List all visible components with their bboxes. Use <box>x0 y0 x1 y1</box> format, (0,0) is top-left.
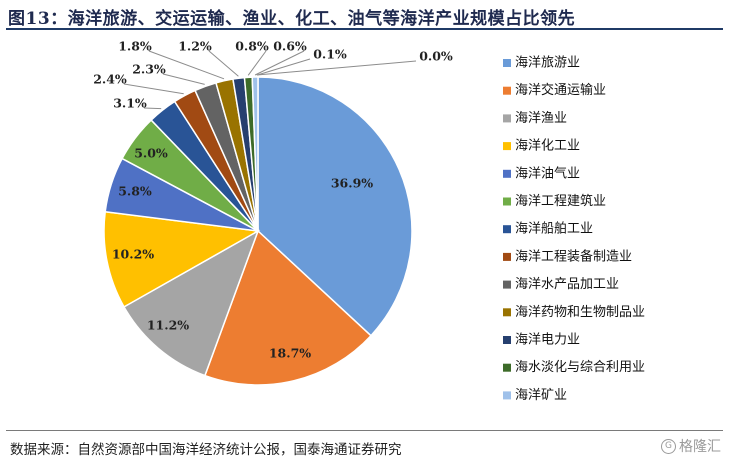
data-label-9: 2.3% <box>132 62 166 77</box>
data-label-11: 1.2% <box>178 39 212 54</box>
source-rule <box>6 430 723 431</box>
data-label-5: 5.8% <box>118 184 152 199</box>
leader-line-12 <box>247 50 267 76</box>
pie-slice-2 <box>203 229 372 386</box>
title-rule <box>6 28 723 30</box>
watermark: G 格隆汇 <box>661 436 721 456</box>
legend-label-3: 海洋渔业 <box>515 111 567 126</box>
leader-line-11 <box>208 50 239 77</box>
data-label-3: 11.2% <box>147 318 189 333</box>
legend-label-6: 海洋工程建筑业 <box>515 193 606 209</box>
legend-label-7: 海洋船舶工业 <box>515 221 593 237</box>
pie-chart: 36.9% 18.7% 11.2% 10.2% 5.8% 5.0% 3.1% 2.4% 2.3%… <box>93 39 645 403</box>
legend: 海洋旅游业海洋交通运输业海洋渔业海洋化工业海洋油气业海洋工程建筑业海洋船舶工业海… <box>503 56 645 403</box>
pie-slice-1 <box>257 76 413 337</box>
watermark-text: 格隆汇 <box>679 439 721 455</box>
legend-swatch-1 <box>503 59 511 67</box>
legend-swatch-4 <box>503 142 511 151</box>
legend-label-4: 海洋化工业 <box>515 139 580 154</box>
data-label-12: 0.8% <box>235 39 269 54</box>
data-labels: 36.9% 18.7% 11.2% 10.2% 5.8% 5.0% 3.1% 2.4% 2.3%… <box>93 39 453 361</box>
legend-swatch-5 <box>503 169 511 178</box>
data-label-13: 0.6% <box>273 39 307 54</box>
legend-label-9: 海洋水产品加工业 <box>515 277 619 292</box>
leader-line-13 <box>254 50 305 76</box>
legend-label-10: 海洋药物和生物制品业 <box>515 305 645 320</box>
pie-slice-3 <box>122 229 260 377</box>
data-label-4: 10.2% <box>112 247 154 262</box>
data-label-1: 36.9% <box>331 176 373 191</box>
chart-title: 图13：海洋旅游、交运运输、渔业、化工、油气等海洋产业规模占比领先 <box>8 9 576 29</box>
leader-line-9 <box>162 73 205 85</box>
legend-swatch-12 <box>503 363 511 372</box>
leader-line-extra-1 <box>257 58 311 76</box>
legend-label-2: 海洋交通运输业 <box>515 82 606 98</box>
legend-swatch-9 <box>503 280 511 289</box>
leader-line-7 <box>143 107 162 110</box>
pie-slice-13 <box>251 76 259 232</box>
data-label-extra-1: 0.1% <box>313 47 347 62</box>
leader-line-extra-2 <box>256 60 417 76</box>
legend-label-8: 海洋工程装备制造业 <box>515 248 632 264</box>
data-label-extra-2: 0.0% <box>419 49 453 64</box>
legend-label-1: 海洋旅游业 <box>515 56 580 71</box>
pie-slices <box>103 76 413 386</box>
data-label-7: 3.1% <box>113 96 147 111</box>
legend-swatch-2 <box>503 86 511 95</box>
data-label-2: 18.7% <box>269 346 311 361</box>
legend-swatch-3 <box>503 114 511 123</box>
leader-lines <box>123 50 417 110</box>
legend-swatch-10 <box>503 308 511 317</box>
leader-line-8 <box>123 83 184 95</box>
legend-swatch-6 <box>503 197 511 206</box>
watermark-logo-icon: G <box>661 438 676 454</box>
legend-label-13: 海洋矿业 <box>515 388 567 403</box>
pie-slice-4 <box>103 210 261 308</box>
legend-label-5: 海洋油气业 <box>515 165 580 181</box>
data-label-6: 5.0% <box>134 146 168 161</box>
legend-swatch-8 <box>503 252 511 261</box>
legend-swatch-13 <box>503 391 511 400</box>
source-note: 数据来源：自然资源部中国海洋经济统计公报，国泰海通证券研究 <box>10 442 402 458</box>
data-label-8: 2.4% <box>93 72 127 87</box>
legend-swatch-11 <box>503 336 511 344</box>
legend-swatch-7 <box>503 225 511 234</box>
legend-label-12: 海水淡化与综合利用业 <box>515 360 645 375</box>
data-label-10: 1.8% <box>118 39 152 54</box>
leader-line-10 <box>148 50 225 80</box>
legend-label-11: 海洋电力业 <box>515 333 580 348</box>
